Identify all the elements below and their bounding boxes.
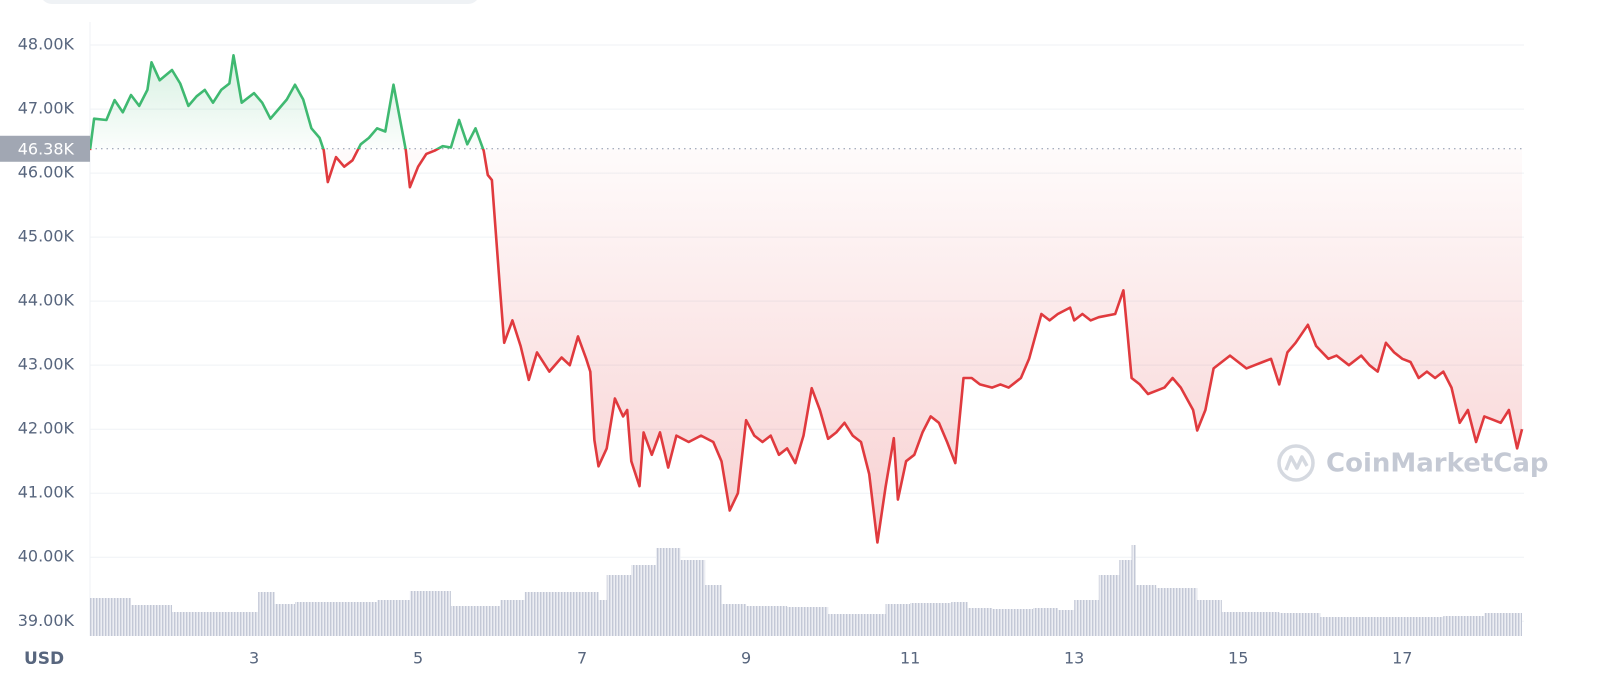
volume-bar [409, 591, 451, 636]
y-tick-label: 40.00K [18, 547, 75, 566]
volume-bar [274, 604, 296, 636]
volume-bar [1443, 616, 1485, 636]
volume-bar [606, 575, 632, 636]
volume-bar [1279, 613, 1321, 636]
y-tick-label: 39.00K [18, 611, 75, 630]
x-tick-label: 7 [577, 649, 587, 668]
volume-bar [746, 606, 788, 636]
volume-bar [598, 600, 607, 636]
volume-bar [1484, 613, 1522, 636]
volume-bar [1156, 588, 1198, 636]
volume-bar [1074, 600, 1099, 636]
y-tick-label: 43.00K [18, 355, 75, 374]
volume-bar [721, 604, 747, 636]
x-tick-label: 11 [900, 649, 920, 668]
volume-bar [1119, 560, 1132, 636]
y-tick-label: 47.00K [18, 99, 75, 118]
volume-bar [524, 592, 583, 636]
volume-bar [951, 602, 968, 636]
volume-bar [655, 548, 681, 636]
volume-bar [1197, 600, 1222, 636]
x-tick-label: 5 [413, 649, 423, 668]
volume-bar [885, 604, 911, 636]
volume-bar [705, 585, 722, 636]
volume-bar [90, 598, 132, 636]
x-tick-label: 3 [249, 649, 259, 668]
y-tick-label: 46.00K [18, 163, 75, 182]
x-tick-label: 17 [1392, 649, 1412, 668]
volume-bar [377, 600, 410, 636]
volume-bar [258, 592, 275, 636]
area-fill [90, 55, 1522, 543]
x-tick-label: 9 [741, 649, 751, 668]
volume-bar [450, 606, 488, 636]
y-tick-label: 41.00K [18, 483, 75, 502]
baseline-tag [0, 135, 90, 162]
y-tick-label: 48.00K [18, 35, 75, 54]
x-tick-label: 15 [1228, 649, 1248, 668]
volume-bar [1057, 610, 1075, 636]
volume-bar [1135, 585, 1157, 636]
volume-bar [631, 565, 656, 636]
volume-bar [680, 560, 706, 636]
volume-bar [1098, 575, 1120, 636]
y-tick-label: 44.00K [18, 291, 75, 310]
volume-bar [295, 602, 378, 636]
volume-bar [1033, 608, 1058, 636]
volume-bar [487, 606, 501, 636]
volume-bar [1320, 617, 1403, 636]
search-bar[interactable] [40, 0, 480, 4]
volume-bar [967, 608, 993, 636]
volume-bar [582, 592, 599, 636]
volume-bar [910, 603, 952, 636]
volume-bar [828, 614, 886, 636]
volume-bar [131, 605, 173, 636]
baseline-label: 46.38K [18, 139, 75, 158]
price-line [88, 54, 1524, 544]
volume-bar [254, 612, 259, 636]
currency-label: USD [24, 649, 64, 669]
volume-bar [172, 612, 255, 636]
y-tick-label: 42.00K [18, 419, 75, 438]
y-tick-label: 45.00K [18, 227, 75, 246]
watermark-logo [1277, 444, 1315, 482]
watermark: CoinMarketCap [1326, 449, 1549, 479]
x-tick-label: 13 [1064, 649, 1084, 668]
volume-bar [992, 609, 1034, 636]
volume-bar [787, 607, 829, 636]
volume-bar [500, 600, 525, 636]
volume-bar [1402, 617, 1444, 636]
volume-bar [1221, 612, 1280, 636]
volume-bar [1131, 545, 1136, 636]
